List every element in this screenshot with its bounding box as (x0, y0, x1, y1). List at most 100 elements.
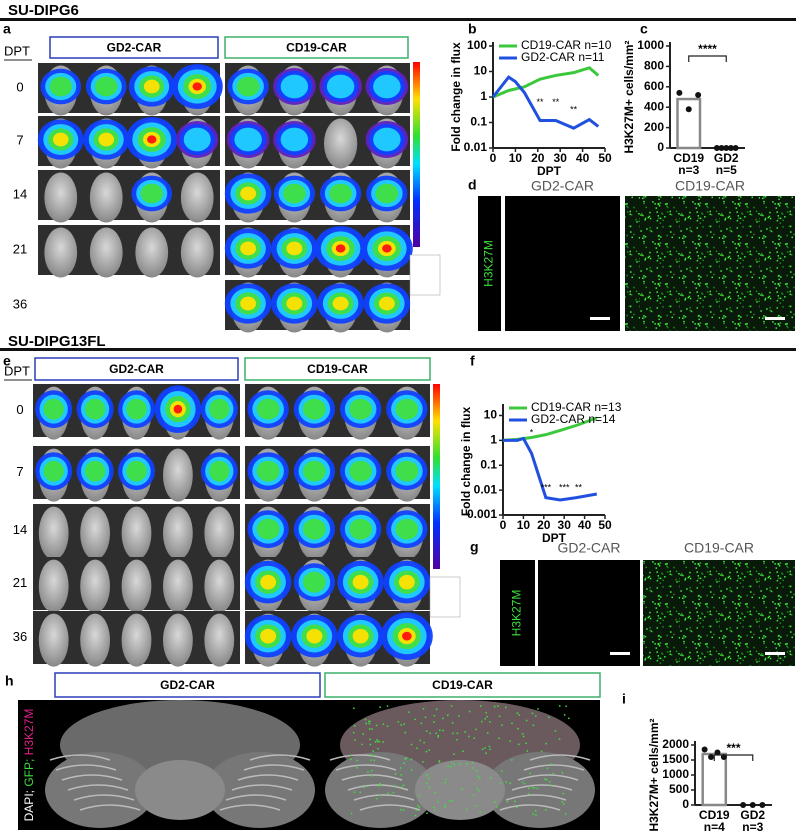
mouse (38, 613, 69, 667)
gfp-cell (404, 731, 407, 734)
mouse (323, 118, 358, 169)
image-label: GD2-CAR (531, 178, 594, 194)
folia (225, 794, 287, 801)
signal (335, 244, 346, 253)
n-label: n=3 (742, 820, 763, 833)
data-point (732, 145, 739, 151)
gfp-cell (370, 754, 372, 756)
colorbar-legend (409, 254, 441, 296)
gfp-cell (379, 782, 381, 785)
annotation: ** (552, 97, 560, 107)
gfp-cell (481, 720, 483, 723)
gfp-cell (386, 725, 389, 727)
gfp-cell (564, 813, 567, 815)
gfp-cell (511, 722, 513, 725)
gfp-cell (379, 794, 381, 797)
gfp-cell (445, 778, 447, 781)
mouse (204, 559, 235, 613)
signal (349, 398, 373, 420)
stain-part: GFP; (22, 755, 36, 786)
folia (67, 784, 129, 791)
y-tick-label: 600 (644, 79, 664, 93)
y-tick-label: 500 (669, 782, 689, 796)
gfp-cell (410, 743, 413, 746)
gfp-cell (456, 738, 458, 741)
gfp-cell (537, 708, 539, 710)
x-tick-label: 0 (490, 151, 497, 165)
signal (143, 79, 160, 94)
gfp-cell (386, 705, 389, 707)
gfp-cell (497, 705, 499, 707)
gfp-cell (549, 780, 551, 783)
gfp-cell (376, 739, 378, 741)
gfp-cell (359, 791, 361, 794)
gfp-cell (544, 778, 546, 780)
gfp-cell (379, 706, 381, 708)
gfp-cell (404, 758, 407, 760)
gfp-cell (484, 747, 486, 749)
gfp-cell (417, 804, 419, 807)
gfp-cell (356, 759, 358, 762)
gfp-cell (475, 728, 477, 731)
panel-letter: i (622, 691, 626, 707)
gfp-cell (405, 757, 408, 759)
legend-label: CD19-CAR n=10 (521, 38, 612, 52)
gfp-cell (424, 716, 427, 719)
signal (375, 183, 399, 204)
gfp-cell (535, 715, 537, 717)
y-tick-label: 800 (644, 59, 664, 73)
gfp-cell (461, 788, 463, 790)
gfp-cell (379, 784, 381, 787)
gfp-cell (400, 774, 403, 776)
y-tick-label: 0.01 (474, 482, 498, 496)
gfp-cell (453, 753, 455, 755)
gfp-cell (382, 741, 384, 743)
gfp-cell (435, 708, 438, 711)
gfp-cell (471, 761, 474, 764)
gfp-cell (373, 759, 376, 762)
gfp-cell (522, 735, 525, 738)
data-point (740, 802, 747, 808)
n-label: n=5 (716, 163, 737, 177)
section-title: SU-DIPG6 (8, 2, 79, 19)
gfp-cell (444, 782, 446, 784)
gfp-cell (485, 752, 487, 754)
signal (286, 241, 303, 256)
signal (98, 132, 115, 147)
mouse (44, 172, 78, 223)
stain-label: H3K27M (482, 240, 496, 287)
day-label: 0 (16, 79, 23, 94)
gfp-cell (475, 805, 477, 808)
signal (282, 183, 306, 204)
gfp-cell (394, 785, 396, 787)
colorbar (433, 384, 440, 569)
day-label: 7 (16, 464, 23, 479)
annotation: *** (541, 483, 552, 493)
y-tick-label: 10 (474, 64, 488, 78)
gfp-cell (496, 806, 498, 808)
signal (378, 296, 395, 311)
signal (256, 460, 280, 482)
gfp-cell (425, 774, 428, 776)
data-point (695, 91, 702, 98)
gfp-cell (515, 806, 518, 809)
gfp-cell (561, 772, 564, 774)
gfp-cell (466, 762, 468, 765)
gfp-cell (410, 769, 413, 771)
gfp-cell (489, 748, 491, 751)
signal (84, 398, 106, 420)
signal (126, 398, 147, 420)
signal (192, 82, 202, 91)
gfp-cell (444, 804, 447, 806)
gfp-cell (518, 714, 520, 716)
gfp-cell (399, 767, 402, 769)
gfp-cell (563, 714, 566, 716)
gfp-cell (447, 714, 449, 716)
gfp-cell (527, 793, 530, 795)
x-tick-label: 30 (558, 518, 572, 532)
group-label: GD2-CAR (160, 678, 215, 692)
gfp-cell (420, 722, 423, 725)
gfp-cell (545, 742, 547, 745)
gfp-cell (477, 775, 479, 778)
signal (84, 460, 106, 482)
